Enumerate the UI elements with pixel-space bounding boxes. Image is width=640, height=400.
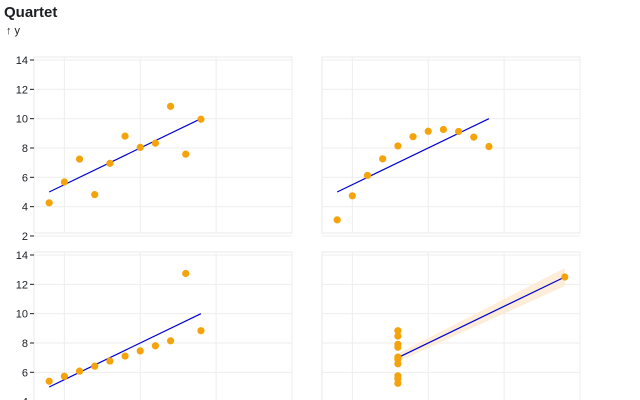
data-point (166, 102, 175, 110)
data-point (75, 367, 84, 375)
chart-title: Quartet (4, 4, 58, 21)
y-tick-label: 8 (22, 338, 28, 350)
data-point (561, 273, 569, 281)
y-tick-label: 2 (22, 231, 28, 243)
data-point (75, 155, 84, 163)
y-tick-label: 10 (16, 309, 28, 321)
y-tick-label: 12 (16, 279, 28, 291)
data-point (394, 340, 402, 348)
facet-panel-3 (33, 251, 293, 400)
data-point (333, 216, 341, 224)
data-point (409, 133, 417, 141)
data-point (197, 327, 205, 335)
data-point (45, 377, 53, 385)
y-axis-row-2: 4 6 8 10 12 14 (16, 250, 34, 400)
data-point (439, 125, 448, 134)
data-point (182, 150, 190, 158)
data-point (151, 342, 160, 350)
data-point (379, 155, 387, 163)
data-point (197, 115, 205, 123)
y-tick-label: 14 (16, 55, 28, 67)
data-point (136, 347, 144, 355)
facet-panel-4 (321, 251, 581, 400)
facet-series-3 (45, 269, 205, 388)
confidence-band (397, 267, 565, 362)
data-point (394, 372, 402, 380)
facet-series-1 (45, 102, 205, 207)
data-point (121, 132, 129, 140)
y-axis-label: ↑ y (6, 25, 21, 37)
data-point (348, 192, 356, 200)
y-tick-label: 4 (22, 397, 28, 400)
data-point (45, 199, 53, 207)
data-point (166, 337, 175, 345)
panel-frame (321, 251, 581, 400)
facet-series-2 (333, 118, 493, 224)
data-point (424, 127, 432, 135)
regression-line (397, 276, 566, 359)
data-point (485, 142, 493, 151)
y-tick-label: 10 (16, 114, 28, 126)
data-point (394, 142, 402, 150)
data-point (121, 352, 129, 360)
data-point (136, 143, 144, 152)
data-point (60, 178, 68, 186)
y-tick-label: 6 (22, 367, 28, 379)
data-point (394, 332, 402, 340)
data-point (91, 362, 99, 370)
regression-line (48, 118, 202, 193)
data-point (151, 139, 160, 147)
data-point (470, 133, 478, 141)
data-point (106, 357, 114, 365)
y-tick-label: 6 (22, 172, 28, 184)
data-point (394, 327, 402, 335)
panel-frame (33, 251, 293, 400)
data-point (60, 372, 68, 380)
y-tick-label: 14 (16, 250, 28, 262)
facet-series-4 (394, 267, 569, 387)
facet-panel-1 (33, 56, 293, 237)
y-axis-row-1: 2 4 6 8 10 12 14 (16, 55, 34, 243)
y-tick-label: 8 (22, 143, 28, 155)
y-tick-label: 4 (22, 202, 28, 214)
y-tick-label: 12 (16, 84, 28, 96)
data-point (363, 171, 372, 180)
data-point (394, 353, 402, 361)
data-point (106, 159, 114, 167)
regression-line (336, 118, 490, 193)
facet-panel-2 (321, 56, 581, 237)
regression-line (48, 313, 202, 388)
data-point (91, 191, 99, 199)
data-point (182, 269, 190, 278)
data-point (454, 127, 463, 136)
